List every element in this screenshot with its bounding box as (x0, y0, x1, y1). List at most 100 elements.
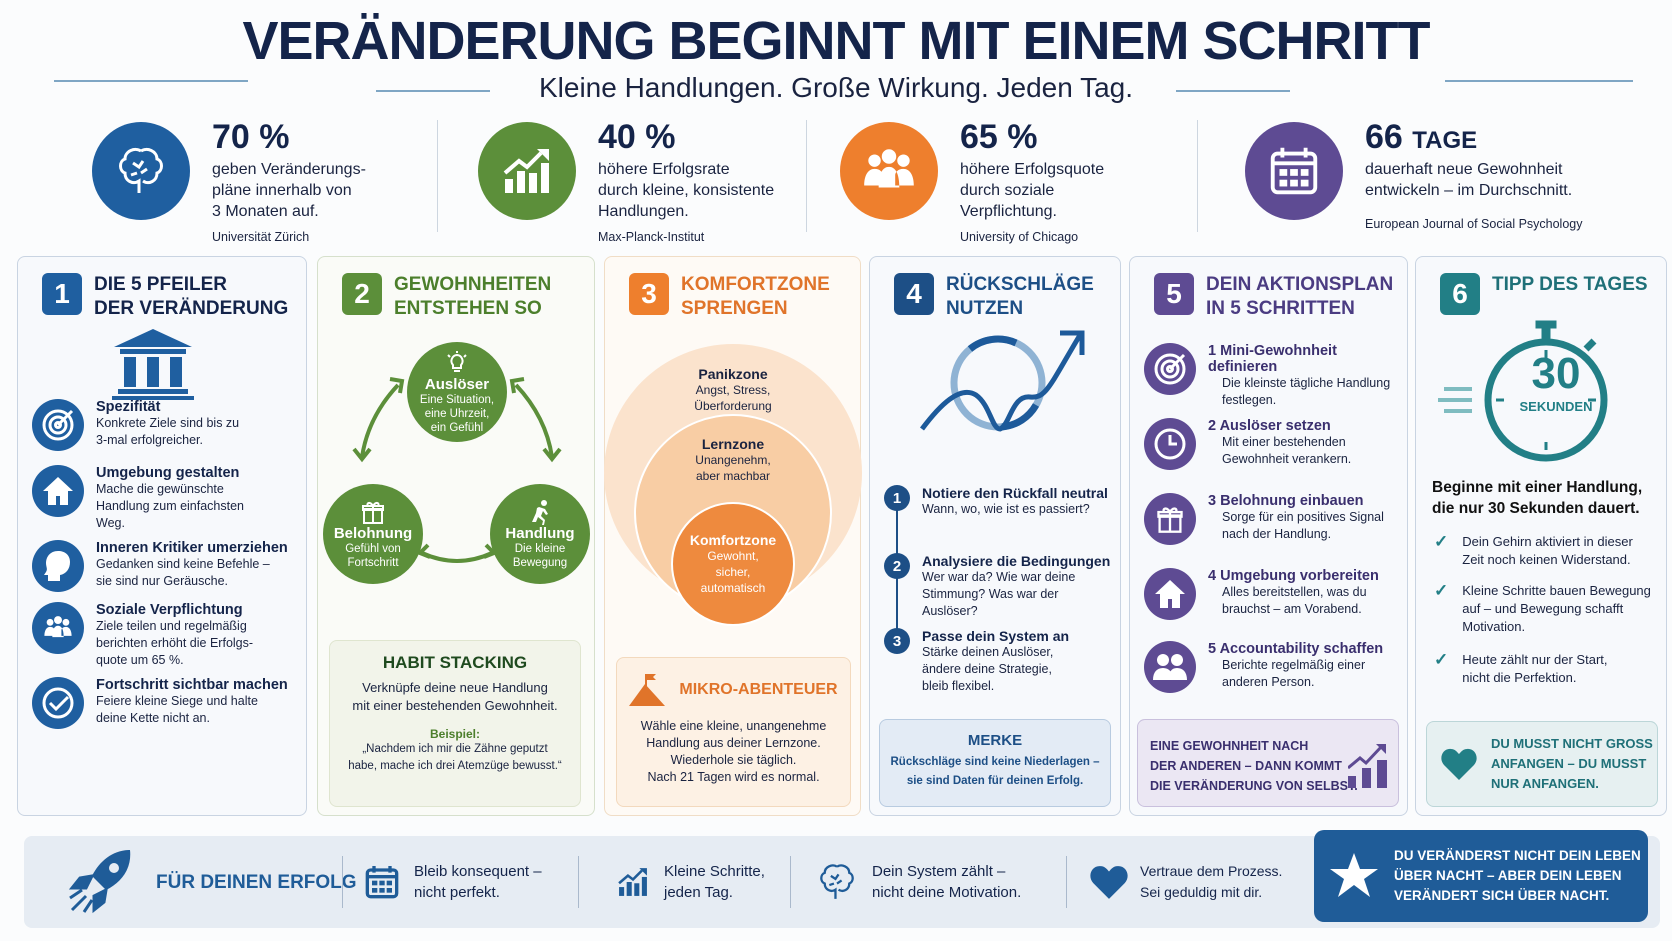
page-title: VERÄNDERUNG BEGINNT MIT EINEM SCHRITT (242, 11, 1430, 71)
growth-chart-icon (618, 868, 647, 896)
step-title: Mini-Gewohnheit definieren (1208, 343, 1337, 375)
step-number: 3 (1208, 493, 1217, 509)
section-title: TIPP DES TAGES (1492, 274, 1648, 295)
stat-desc: 3 Monaten auf. (212, 203, 319, 220)
step-text: anderen Person. (1222, 675, 1315, 689)
page-subtitle: Kleine Handlungen. Große Wirkung. Jeden … (538, 72, 1134, 103)
section-title: DER VERÄNDERUNG (94, 298, 289, 319)
step-text: brauchst – am Vorabend. (1222, 602, 1362, 616)
item-title: Spezifität (96, 399, 161, 415)
divider (376, 90, 490, 92)
step-text: Stimmung? Was war der Auslöser? (922, 587, 1059, 618)
step-title: Analysiere die Bedingungen (922, 553, 1111, 569)
step-title: Passe dein System an (922, 628, 1070, 644)
box-text: Wähle eine kleine, unangenehme (640, 719, 827, 733)
zone-title: Lernzone (701, 436, 765, 452)
step-text: Stärke deinen Auslöser, (922, 645, 1054, 659)
zone-text: Überforderung (694, 399, 772, 413)
calendar-icon (365, 866, 399, 899)
house-icon (32, 465, 84, 517)
check-text: Kleine Schritte bauen Bewegung (1462, 583, 1651, 598)
check-item: ✓ Kleine Schritte bauen Bewegung auf – und… (1434, 582, 1658, 636)
divider (578, 856, 579, 908)
list-item: Inneren Kritiker umerziehen Gedanken sind… (32, 540, 300, 592)
step-number: 3 (884, 628, 910, 654)
temple-icon (110, 329, 196, 406)
panel-action-plan: 5 DEIN AKTIONSPLAN IN 5 SCHRITTEN 1 Mini-… (1129, 256, 1408, 816)
two-people-icon (1144, 641, 1196, 693)
closing-text: VERÄNDERT SICH ÜBER NACHT. (1394, 888, 1610, 903)
footer-bar: FÜR DEINEN ERFOLG Bleib konsequent – nich… (24, 830, 1660, 928)
box-text: Handlung aus deiner Lernzone. (646, 736, 821, 750)
divider (342, 856, 343, 908)
cycle-arrows (352, 377, 562, 563)
section-title: ENTSTEHEN SO (394, 298, 542, 319)
section-title: DEIN AKTIONSPLAN (1206, 274, 1394, 295)
item-text: Konkrete Ziele sind bis zu (96, 416, 240, 430)
item-text: Handlung zum einfachsten (96, 499, 245, 513)
zone-text: automatisch (700, 581, 766, 595)
habit-chain-box: EINE GEWOHNHEIT NACH DER ANDEREN – DANN K… (1137, 719, 1399, 807)
setback-step: 1 Notiere den Rückfall neutral Wann, wo, … (884, 485, 1116, 518)
box-text: mit einer bestehenden Gewohnheit. (352, 698, 558, 713)
list-item: Spezifität Konkrete Ziele sind bis zu 3-ma… (32, 399, 300, 451)
item-text: quote um 65 %. (96, 653, 184, 667)
stopwatch-icon (1438, 320, 1608, 462)
footer-tip: Bleib konsequent – (414, 863, 542, 880)
box-text: Rückschläge sind keine Niederlagen – (890, 756, 1100, 768)
lightbulb-icon (447, 350, 467, 372)
zone-text: Unangenehm, (695, 453, 771, 467)
node-text: Bewegung (512, 556, 568, 569)
node-title: Auslöser (424, 375, 490, 393)
check-item: ✓ Heute zählt nur der Start, nicht die Per… (1434, 651, 1658, 687)
item-title: Umgebung gestalten (96, 465, 240, 481)
step-title: Notiere den Rückfall neutral (922, 485, 1108, 501)
brain-icon (820, 864, 854, 899)
check-text: Zeit noch keinen Widerstand. (1462, 552, 1631, 567)
group-icon (840, 122, 938, 220)
footer-tip: jeden Tag. (664, 884, 733, 901)
setback-step: 3 Passe dein System an Stärke deinen Ausl… (884, 628, 1116, 695)
star-icon (1330, 853, 1378, 897)
stat-desc: entwickeln – im Durchschnitt. (1365, 182, 1573, 199)
start-now-box: DU MUSST NICHT GROSS ANFANGEN – DU MUSST N… (1426, 721, 1658, 807)
section-number: 2 (342, 273, 382, 315)
item-text: deine Kette nicht an. (96, 711, 210, 725)
cycle-node-reward: Belohnung Gefühl von Fortschritt (323, 484, 423, 584)
footer-label: FÜR DEINEN ERFOLG (156, 871, 357, 893)
item-text: Gedanken sind keine Befehle – (96, 557, 270, 571)
stat-source: Universität Zürich (212, 230, 310, 244)
calendar-icon (1245, 122, 1343, 220)
box-title: MIKRO-ABENTEUER (679, 681, 838, 698)
node-text: Gefühl von (345, 542, 401, 555)
checkmark-icon: ✓ (1434, 650, 1449, 669)
check-item: ✓ Dein Gehirn aktiviert in dieser Zeit noc… (1434, 533, 1658, 569)
setback-step: 2 Analysiere die Bedingungen Wer war da? … (884, 553, 1116, 620)
stat-desc: durch kleine, konsistente (598, 182, 775, 199)
cycle-node-trigger: Auslöser Eine Situation, eine Uhrzeit, e… (407, 342, 507, 442)
section-title: SPRENGEN (681, 298, 788, 319)
clock-icon (1144, 418, 1196, 470)
section-number: 6 (1440, 273, 1480, 315)
plan-step: 5 Accountability schaffen Berichte regelm… (1144, 641, 1401, 693)
footer-tip: Dein System zählt – (872, 863, 1006, 880)
target-icon (1144, 343, 1196, 395)
zone-text: Gewohnt, (707, 549, 759, 563)
growth-chart-icon (478, 122, 576, 220)
footer-tip: nicht perfekt. (414, 884, 500, 901)
stat-desc: durch soziale (960, 182, 1055, 199)
node-title: Belohnung (333, 524, 413, 542)
node-text: Fortschritt (347, 556, 399, 569)
node-text: eine Uhrzeit, (424, 407, 490, 420)
box-text: sie sind Daten für deinen Erfolg. (906, 775, 1084, 787)
step-text: Alles bereitstellen, was du (1222, 585, 1367, 599)
mountain-flag-icon (629, 674, 666, 706)
zone-text: aber machbar (695, 469, 771, 483)
node-text: ein Gefühl (430, 421, 484, 434)
divider (1445, 80, 1633, 82)
gift-icon (1144, 493, 1196, 545)
step-text: Gewohnheit verankern. (1222, 452, 1352, 466)
step-text: Wann, wo, wie ist es passiert? (922, 502, 1090, 516)
check-text: Motivation. (1462, 619, 1526, 634)
box-title: MERKE (967, 732, 1023, 749)
